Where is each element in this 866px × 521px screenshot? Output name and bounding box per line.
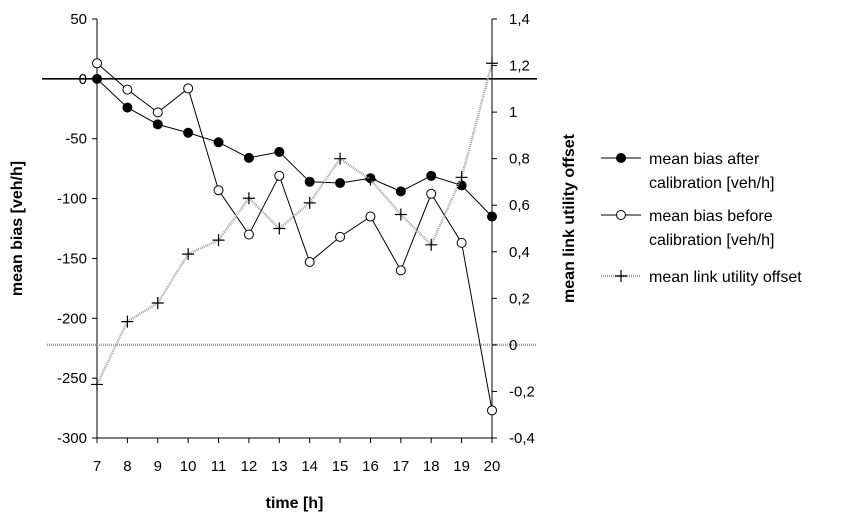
series-3-point [121,315,134,328]
legend-entry-text: mean link utility offset [649,269,802,286]
legend-swatch-marker [616,153,626,163]
legend-swatch-marker [615,270,627,282]
series-1-point [304,176,315,187]
x-tick-label: 8 [123,458,131,475]
series-3-point [242,192,255,205]
legend-entry-text: mean bias after [649,151,760,168]
series-2-point [304,257,315,268]
y2-tick-label: 0,8 [509,151,530,168]
series-3-point [394,208,407,221]
series-2-point [335,231,346,242]
series-2-point [426,188,437,199]
series-1-point [243,152,254,163]
series-1-point [487,211,497,222]
series-2-point [213,185,224,196]
y2-axis-label: mean link utility offset [561,133,578,303]
y2-tick-label: 0,6 [509,197,530,214]
series-2-point [152,107,163,118]
series-3-point [91,378,103,391]
series-2-point [243,229,254,240]
series-3-point [364,173,377,186]
y2-tick-label: 0,4 [509,244,530,261]
y-tick-label: 50 [70,11,87,28]
y-axis-label: mean bias [veh/h] [9,161,26,296]
series-1-point [274,146,285,157]
legend-entry-text: calibration [veh/h] [649,232,774,249]
y-tick-label: -200 [57,310,87,327]
series-line-3 [95,62,494,385]
series-3-point [486,57,498,70]
y2-tick-label: 0 [509,337,517,354]
series-3-point [425,238,438,251]
series-1-point [183,127,194,138]
y2-tick-label: -0,4 [509,430,535,447]
y2-tick-label: 0,2 [509,290,530,307]
x-tick-label: 14 [301,458,318,475]
y-tick-label: -250 [57,370,87,387]
x-tick-label: 15 [332,458,349,475]
y-tick-label: -300 [57,430,87,447]
series-2-point [487,405,497,416]
x-tick-label: 9 [154,458,162,475]
series-1-point [213,137,224,148]
y2-tick-label: 1,2 [509,58,530,75]
x-tick-label: 7 [93,458,101,475]
series-2-point [92,58,102,69]
series-3-point [182,248,195,261]
legend-swatch-marker [616,210,626,220]
series-layer [91,57,498,416]
series-3-point [303,196,316,209]
series-2-point [274,170,285,181]
x-tick-label: 19 [453,458,470,475]
series-1-point [335,178,346,189]
y2-tick-label: -0,2 [509,383,535,400]
x-tick-label: 11 [211,458,227,475]
y2-tick-label: 1,4 [509,11,530,28]
series-2-point [456,237,467,248]
tick-labels: 50 0 -50 -100 -150 -200 -250 -300 1,4 1,2 1 0,8 0,6 0… [57,11,535,475]
series-3-point [455,171,468,184]
series-1-point [395,186,406,197]
x-tick-label: 17 [393,458,410,475]
series-2-point [395,265,406,276]
y-tick-label: -150 [57,250,87,267]
x-tick-label: 10 [180,458,197,475]
y2-tick-label: 1 [509,104,517,121]
series-line-2 [96,62,493,411]
x-tick-label: 12 [241,458,258,475]
legend-entry-text: calibration [veh/h] [649,175,774,192]
series-3-point [273,222,286,235]
y-tick-label: -50 [65,131,87,148]
x-tick-label: 18 [423,458,440,475]
series-2-point [365,211,376,222]
series-1-point [92,73,102,84]
x-tick-label: 20 [484,458,501,475]
series-1-point [426,170,437,181]
series-1-point [122,102,133,113]
legend: mean bias after calibration [veh/h] mean b… [601,151,802,286]
series-3-point [151,296,164,309]
y-tick-label: 0 [79,71,87,88]
series-line-1 [96,78,493,217]
series-3-point [212,234,225,247]
series-2-point [122,84,133,95]
axes [42,18,537,443]
x-axis-label: time [h] [266,495,324,512]
x-tick-label: 16 [362,458,379,475]
series-2-point [183,83,194,94]
y-tick-label: -100 [57,191,87,208]
x-tick-label: 13 [271,458,288,475]
series-3-point [334,152,347,165]
legend-entry-text: mean bias before [649,208,773,225]
series-1-point [152,119,163,130]
